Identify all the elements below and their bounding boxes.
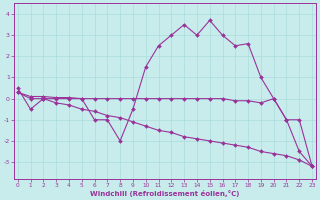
X-axis label: Windchill (Refroidissement éolien,°C): Windchill (Refroidissement éolien,°C) [90,190,240,197]
